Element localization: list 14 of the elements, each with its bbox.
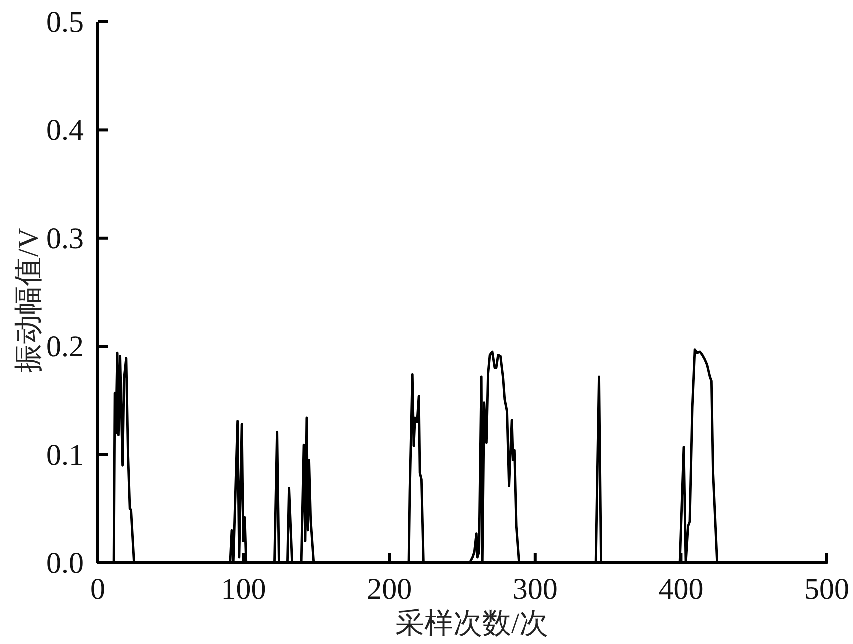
x-tick-label: 200 <box>367 573 412 606</box>
y-tick-label: 0.3 <box>46 222 84 256</box>
y-tick-label: 0.1 <box>46 438 84 472</box>
x-tick-label: 0 <box>90 573 106 606</box>
y-tick-label: 0.2 <box>46 330 84 364</box>
x-axis-title: 采样次数/次 <box>395 608 549 640</box>
x-tick-label: 100 <box>221 573 266 606</box>
y-axis-title: 振动幅值/V <box>13 228 45 373</box>
x-tick-label: 300 <box>512 573 558 606</box>
y-tick-label: 0.5 <box>46 6 84 39</box>
y-tick-label: 0.0 <box>46 547 84 580</box>
x-tick-label: 400 <box>658 573 704 606</box>
y-tick-label: 0.4 <box>46 114 84 148</box>
x-tick-label: 500 <box>804 573 850 606</box>
